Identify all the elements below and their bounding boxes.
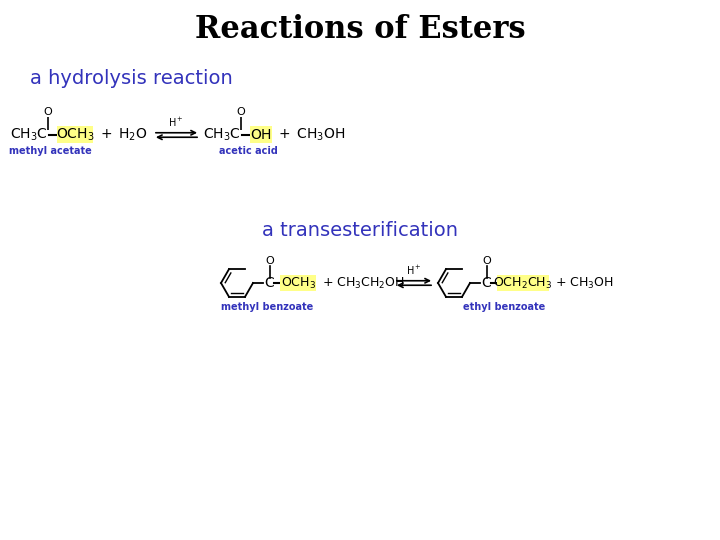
Text: O: O [266, 256, 274, 266]
Text: O: O [237, 107, 246, 117]
Text: $\mathsf{C}$: $\mathsf{C}$ [480, 276, 492, 290]
Text: $\mathsf{+\enspace CH_3OH}$: $\mathsf{+\enspace CH_3OH}$ [278, 127, 345, 143]
Text: $\mathsf{C}$: $\mathsf{C}$ [264, 276, 274, 290]
Text: a transesterification: a transesterification [262, 220, 458, 240]
Text: $\mathsf{CH_3C}$: $\mathsf{CH_3C}$ [10, 127, 48, 143]
Text: $\mathsf{H^+}$: $\mathsf{H^+}$ [406, 264, 422, 276]
Text: $\mathsf{OCH_3}$: $\mathsf{OCH_3}$ [55, 127, 94, 143]
Text: $\mathsf{+\ CH_3OH}$: $\mathsf{+\ CH_3OH}$ [555, 275, 613, 291]
Bar [250, 126, 272, 143]
Text: $\mathsf{+\enspace H_2O}$: $\mathsf{+\enspace H_2O}$ [100, 127, 148, 143]
Text: $\mathsf{OH}$: $\mathsf{OH}$ [250, 128, 272, 142]
Bar [497, 275, 549, 291]
Text: $\mathsf{CH_3C}$: $\mathsf{CH_3C}$ [203, 127, 240, 143]
Text: O: O [482, 256, 491, 266]
Text: acetic acid: acetic acid [219, 146, 277, 156]
Text: methyl acetate: methyl acetate [9, 146, 91, 156]
Text: methyl benzoate: methyl benzoate [221, 302, 313, 312]
Text: Reactions of Esters: Reactions of Esters [194, 15, 526, 45]
Bar [280, 275, 316, 291]
Text: $\mathsf{OCH_3}$: $\mathsf{OCH_3}$ [281, 275, 315, 291]
Text: a hydrolysis reaction: a hydrolysis reaction [30, 69, 233, 87]
Text: $\mathsf{OCH_2CH_3}$: $\mathsf{OCH_2CH_3}$ [493, 275, 552, 291]
Text: ethyl benzoate: ethyl benzoate [463, 302, 545, 312]
Bar [57, 126, 93, 143]
Text: O: O [44, 107, 53, 117]
Text: $\mathsf{H^+}$: $\mathsf{H^+}$ [168, 116, 184, 129]
Text: $\mathsf{+\ CH_3CH_2OH}$: $\mathsf{+\ CH_3CH_2OH}$ [322, 275, 405, 291]
